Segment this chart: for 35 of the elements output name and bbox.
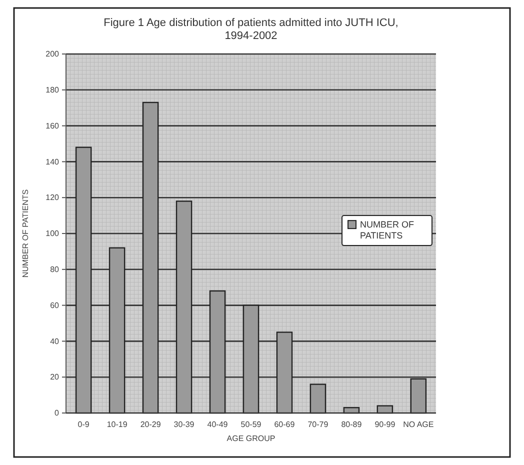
x-tick-label: 90-99: [374, 420, 396, 429]
x-tick-label: 20-29: [140, 420, 162, 429]
bar: [209, 290, 226, 414]
y-tick-label: 180: [46, 85, 60, 94]
x-tick-label: 40-49: [207, 420, 228, 429]
y-tick-label: 60: [50, 300, 60, 310]
x-tick-label: 30-39: [174, 420, 195, 429]
bar: [142, 102, 159, 414]
y-tick-label: 40: [50, 336, 60, 346]
x-axis-title: AGE GROUP: [226, 434, 276, 443]
y-tick-label: 140: [46, 157, 60, 166]
y-tick-label: 100: [46, 229, 60, 238]
x-tick-label: 60-69: [274, 420, 296, 429]
x-tick-label: 10-19: [106, 420, 128, 429]
y-tick-label: 160: [46, 121, 60, 130]
x-tick-label: 70-79: [308, 420, 329, 429]
y-axis-title: NUMBER OF PATIENTS: [21, 189, 30, 278]
y-tick-label: 120: [46, 193, 60, 202]
bar: [75, 146, 92, 414]
bar: [276, 332, 293, 414]
bar: [108, 247, 126, 414]
y-tick-label: 0: [54, 408, 60, 418]
y-tick-label: 200: [46, 50, 60, 59]
bar: [242, 304, 260, 414]
y-tick-label: 20: [50, 372, 60, 382]
x-tick-label: 0-9: [78, 420, 90, 429]
bar: [410, 378, 427, 414]
x-tick-label: NO AGE: [403, 420, 434, 429]
legend-label: NUMBER OF PATIENTS: [360, 220, 414, 241]
x-tick-label: 80-89: [341, 420, 362, 429]
x-tick-label: 50-59: [240, 420, 262, 429]
chart-title: Figure 1 Age distribution of patients admitted into JUTH ICU, 1994-2002: [104, 17, 398, 42]
y-tick-label: 80: [50, 264, 60, 274]
bar: [176, 200, 192, 414]
bar: [310, 384, 326, 414]
